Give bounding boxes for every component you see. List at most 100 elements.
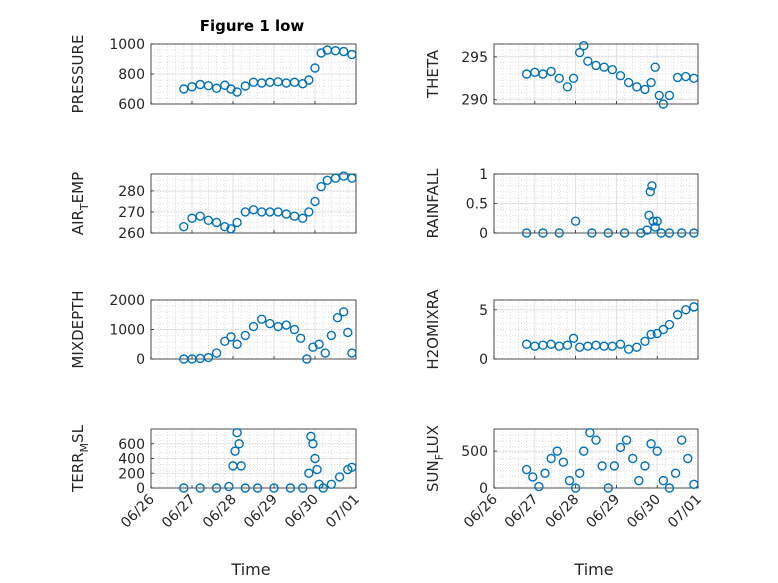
data-point — [564, 475, 575, 486]
data-point — [312, 464, 322, 475]
data-point — [654, 90, 664, 101]
data-point — [621, 435, 632, 445]
data-point — [220, 221, 230, 232]
data-point — [234, 439, 244, 449]
data-point — [664, 228, 675, 238]
series-markers — [179, 307, 357, 364]
data-point — [632, 342, 642, 352]
data-point — [609, 461, 620, 471]
y-tick-label: 2000 — [109, 293, 145, 309]
y-tick-label: 1000 — [109, 323, 145, 339]
y-tick-label: 0 — [136, 481, 145, 497]
data-point — [285, 483, 296, 493]
data-point — [252, 483, 263, 493]
series-markers — [179, 45, 357, 97]
data-point — [179, 84, 189, 94]
data-point — [619, 228, 630, 238]
data-point — [628, 453, 638, 464]
data-point — [224, 481, 234, 492]
data-point — [615, 71, 626, 81]
data-point — [310, 196, 320, 207]
data-point — [646, 77, 656, 88]
data-point — [650, 222, 660, 232]
data-point — [326, 330, 337, 341]
data-point — [546, 66, 556, 77]
data-point — [332, 313, 343, 323]
y-tick-label: 260 — [118, 226, 145, 242]
axes-box — [493, 428, 699, 489]
data-point — [632, 82, 642, 92]
series-markers — [179, 427, 357, 493]
data-point — [316, 181, 326, 192]
data-point — [195, 483, 205, 493]
data-point — [295, 333, 306, 344]
subplot-h2omixra: 0 5 H2OMIXRA — [424, 289, 699, 370]
data-point — [689, 73, 699, 83]
series-markers — [521, 181, 699, 238]
y-tick-label: 295 — [461, 50, 488, 66]
y-axis-label: H2OMIXRA — [424, 289, 442, 370]
y-axis-label: TERRMSL — [69, 424, 91, 493]
x-tick-label: 06/29 — [583, 492, 623, 532]
y-tick-label: 800 — [118, 67, 145, 83]
data-point — [339, 307, 349, 317]
axes-box — [493, 43, 699, 105]
data-point — [347, 348, 357, 358]
x-axis-label-right: Time — [573, 560, 613, 579]
x-tick-label: 06/30 — [624, 492, 664, 532]
x-tick-label: 06/30 — [282, 492, 322, 532]
data-point — [647, 181, 657, 191]
data-point — [568, 333, 579, 344]
data-point — [645, 186, 655, 197]
data-point — [676, 228, 687, 238]
data-point — [558, 457, 569, 467]
data-point — [236, 461, 246, 471]
data-point — [304, 75, 314, 85]
data-point — [347, 173, 357, 183]
y-tick-label: 290 — [461, 93, 488, 109]
data-point — [211, 217, 222, 228]
x-tick-label: 07/01 — [323, 492, 363, 532]
data-point — [554, 228, 564, 238]
data-point — [552, 446, 562, 456]
data-point — [603, 483, 613, 493]
x-tick-label: 06/28 — [200, 492, 240, 532]
y-axis-label: AIRTEMP — [69, 172, 91, 235]
data-point — [314, 339, 324, 349]
x-tick-label: 06/27 — [159, 492, 199, 532]
data-point — [528, 472, 538, 482]
subplot-sun_flux: 0 500 06/26 06/27 06/28 06/29 06/30 07/01 SUNFLU… — [424, 425, 705, 531]
y-tick-label: 0 — [479, 226, 488, 242]
data-point — [298, 483, 308, 493]
data-point — [554, 73, 564, 83]
data-point — [579, 41, 589, 51]
data-point — [211, 83, 222, 93]
y-tick-label: 270 — [118, 205, 145, 221]
data-point — [226, 332, 236, 342]
data-point — [334, 472, 345, 482]
y-tick-label: 600 — [118, 97, 145, 113]
data-point — [562, 82, 573, 92]
data-point — [203, 352, 214, 363]
data-point — [570, 483, 581, 493]
data-point — [652, 216, 662, 226]
data-point — [211, 348, 222, 358]
data-point — [534, 481, 544, 492]
data-point — [599, 62, 609, 72]
y-tick-label: 1000 — [109, 37, 145, 53]
data-point — [546, 453, 556, 464]
data-point — [347, 462, 357, 473]
data-point — [232, 339, 242, 349]
y-tick-label: 0.5 — [466, 197, 488, 213]
data-point — [521, 228, 532, 238]
y-tick-label: 200 — [118, 466, 145, 482]
data-point — [538, 228, 548, 238]
y-axis-label: THETA — [424, 49, 442, 99]
data-point — [257, 314, 267, 324]
data-point — [670, 468, 681, 478]
axes-box — [493, 299, 699, 360]
data-point — [538, 69, 548, 79]
data-point — [310, 453, 320, 464]
data-point — [289, 324, 300, 335]
